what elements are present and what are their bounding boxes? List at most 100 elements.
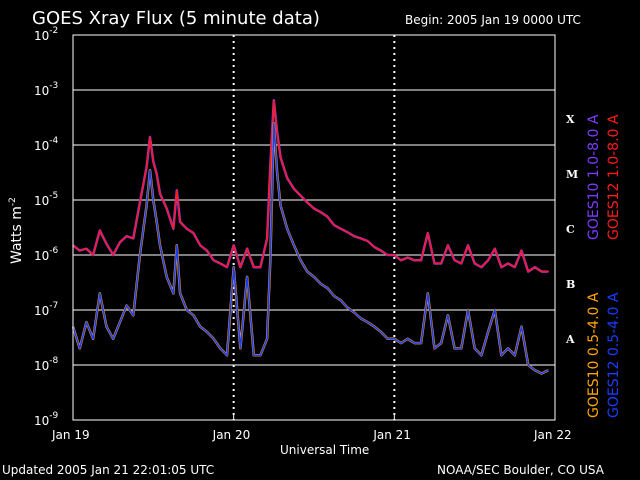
goes12-long-point <box>186 228 188 230</box>
goes12-short-point <box>246 276 248 278</box>
goes12-long-point <box>206 250 208 252</box>
legend-entry: GOES12 1.0-8.0 A <box>606 114 622 240</box>
goes12-long-point <box>460 262 462 265</box>
goes12-long-point <box>534 266 536 268</box>
goes12-long-point <box>300 195 302 197</box>
goes12-long-point <box>494 248 496 250</box>
goes12-long-point <box>266 237 268 239</box>
credit-text: NOAA/SEC Boulder, CO USA <box>437 463 605 477</box>
begin-time: Begin: 2005 Jan 19 0000 UTC <box>405 13 581 27</box>
goes12-short-point <box>213 338 215 340</box>
goes12-short-point <box>146 204 148 206</box>
goes12-long-point <box>105 243 108 245</box>
goes12-short-point <box>340 299 342 301</box>
y-tick-label: 10-9 <box>34 411 59 428</box>
y-tick-label: 10-7 <box>34 301 58 318</box>
goes12-long-point <box>156 173 158 175</box>
goes12-long-point <box>159 193 161 195</box>
goes12-long-point <box>112 254 114 256</box>
goes12-long-point <box>333 224 335 226</box>
goes12-short-point <box>149 169 151 171</box>
goes12-long-point <box>279 156 282 158</box>
goes12-long-point <box>447 244 449 246</box>
goes12-short-point <box>279 204 282 206</box>
goes12-short-point <box>440 342 442 344</box>
goes12-short-point <box>527 364 529 366</box>
y-tick-label: 10-3 <box>34 81 58 98</box>
goes12-long-point <box>433 262 436 265</box>
goes12-short-point <box>380 331 382 333</box>
goes12-long-point <box>286 177 288 179</box>
goes12-short-point <box>520 326 523 328</box>
goes12-short-point <box>269 254 272 256</box>
goes12-short-point <box>387 338 389 340</box>
goes12-long-point <box>179 221 181 223</box>
goes12-long-point <box>149 136 151 138</box>
goes12-short-point <box>166 276 168 278</box>
flare-class-labels: X M C B A <box>565 113 578 346</box>
goes12-long-point <box>192 232 195 234</box>
day-dividers <box>232 35 396 420</box>
goes12-short-point <box>99 292 101 294</box>
legend-entry: GOES10 1.0-8.0 A <box>586 114 602 240</box>
goes12-long-point <box>353 235 355 237</box>
goes12-long-point <box>547 271 549 273</box>
x-tick-label: Jan 22 <box>533 428 572 442</box>
goes12-long-point <box>276 131 278 133</box>
goes12-short-point <box>346 307 349 309</box>
goes12-long-point <box>85 248 87 250</box>
goes12-short-point <box>333 295 335 297</box>
goes12-short-point <box>219 347 221 349</box>
goes12-short-point <box>179 292 181 294</box>
goes12-short-point <box>156 221 158 223</box>
goes12-long-point <box>360 237 362 239</box>
x-axis-label: Universal Time <box>280 443 369 457</box>
series-layer <box>71 99 549 375</box>
goes12-short-point <box>105 326 108 328</box>
goes12-long-point <box>407 256 409 259</box>
plot-frame <box>72 34 556 421</box>
goes12-short-point <box>132 314 134 316</box>
goes12-short-point <box>494 309 496 311</box>
goes12-short-point <box>407 338 409 340</box>
goes12-long-point <box>454 259 456 261</box>
goes12-short-point <box>367 321 369 323</box>
goes12-short-point <box>176 244 178 246</box>
y-tick-label: 10-5 <box>34 191 58 208</box>
goes12-long-point <box>440 262 442 265</box>
goes12-long-point <box>199 244 201 246</box>
flare-class-m: M <box>566 168 578 181</box>
goes12-long-point <box>467 244 469 246</box>
goes12-short-point <box>253 354 255 356</box>
goes12-short-point <box>239 347 241 349</box>
goes12-short-point <box>514 354 516 356</box>
goes12-short-point <box>85 321 87 323</box>
goes12-short-point <box>152 199 154 201</box>
goes12-long-point <box>99 229 101 231</box>
goes12-short-point <box>293 244 295 246</box>
legend-entry: GOES12 0.5-4.0 A <box>606 292 622 418</box>
goes12-short-point <box>119 321 121 323</box>
goes12-short-point <box>454 347 456 349</box>
goes12-long-point <box>253 266 255 268</box>
goes12-long-point <box>233 244 235 246</box>
goes12-short-point <box>199 326 201 328</box>
x-tick-label: Jan 21 <box>372 428 411 442</box>
goes12-short-point <box>233 266 235 268</box>
goes12-long-point <box>474 262 476 265</box>
updated-text: Updated 2005 Jan 21 22:01:05 UTC <box>2 463 214 477</box>
goes12-short-point <box>413 342 415 344</box>
goes12-short-line <box>72 122 549 375</box>
goes12-long-point <box>413 259 415 261</box>
goes12-short-point <box>433 347 436 349</box>
goes12-long-point <box>527 271 529 273</box>
goes12-long-point <box>320 211 322 213</box>
flare-class-x: X <box>566 113 575 126</box>
goes12-short-point <box>400 342 402 344</box>
y-axis-ticks: 10-2 10-3 10-4 10-5 10-6 10-7 10-8 10-9 <box>34 26 555 428</box>
goes12-short-point <box>320 283 322 285</box>
goes12-short-point <box>273 122 275 124</box>
goes12-short-point <box>447 314 449 316</box>
goes12-long-point <box>313 207 315 210</box>
goes12-long-point <box>246 248 248 250</box>
